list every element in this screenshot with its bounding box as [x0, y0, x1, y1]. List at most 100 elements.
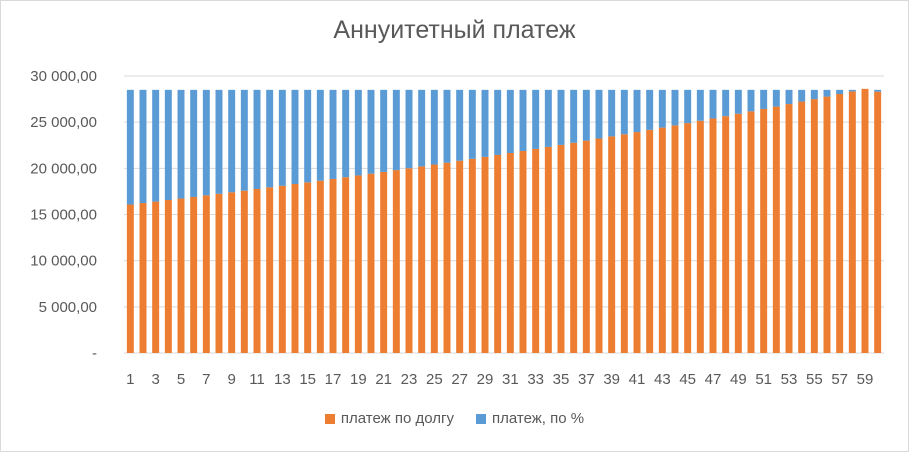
bar-debt — [861, 88, 869, 353]
bar-interest — [519, 89, 527, 151]
x-tick-label: 23 — [401, 371, 418, 388]
x-tick-label: 41 — [629, 371, 646, 388]
bar-interest — [582, 89, 590, 141]
y-tick-label: 10 000,00 — [30, 253, 97, 270]
bar-debt — [354, 175, 362, 353]
bar-debt — [278, 185, 286, 353]
bar-debt — [519, 150, 527, 353]
bar-debt — [633, 132, 641, 353]
bar-interest — [823, 89, 831, 97]
bar-interest — [722, 89, 730, 117]
x-tick-label: 35 — [553, 371, 570, 388]
x-tick-label: 59 — [857, 371, 874, 388]
bar-debt — [684, 123, 692, 353]
bar-debt — [316, 180, 324, 353]
y-tick-label: 20 000,00 — [30, 160, 97, 177]
bar-debt — [481, 156, 489, 353]
bar-interest — [329, 89, 337, 179]
legend-swatch-debt — [324, 413, 335, 424]
bar-debt — [836, 94, 844, 353]
bar-interest — [443, 89, 451, 163]
bar-debt — [177, 198, 185, 353]
bar-interest — [152, 89, 160, 202]
bar-interest — [190, 89, 198, 197]
bar-debt — [570, 142, 578, 353]
bar-interest — [848, 89, 856, 92]
bar-debt — [202, 195, 210, 353]
bar-interest — [304, 89, 312, 183]
x-tick-label: 27 — [451, 371, 468, 388]
bar-debt — [582, 140, 590, 353]
bar-debt — [646, 129, 654, 353]
x-tick-label: 55 — [806, 371, 823, 388]
bar-debt — [215, 193, 223, 353]
bar-interest — [481, 89, 489, 157]
bar-debt — [380, 171, 388, 353]
bar-debt — [126, 204, 134, 353]
bar-interest — [684, 89, 692, 124]
bar-debt — [342, 177, 350, 353]
bar-debt — [304, 182, 312, 353]
y-tick-label: 15 000,00 — [30, 207, 97, 224]
legend-label-interest: платеж, по % — [491, 410, 585, 427]
x-tick-label: 25 — [426, 371, 443, 388]
bar-debt — [164, 200, 172, 353]
bar-debt — [240, 190, 248, 353]
bar-debt — [823, 96, 831, 353]
x-tick-label: 11 — [249, 371, 265, 388]
bar-interest — [278, 89, 286, 186]
bar-interest — [570, 89, 578, 143]
x-tick-label: 51 — [755, 371, 772, 388]
bar-debt — [392, 170, 400, 353]
x-tick-label: 53 — [781, 371, 798, 388]
bar-debt — [418, 166, 426, 353]
bar-interest — [430, 89, 438, 165]
bar-debt — [494, 154, 502, 353]
bar-interest — [709, 89, 717, 119]
x-tick-label: 17 — [325, 371, 342, 388]
y-tick-label: 25 000,00 — [30, 114, 97, 131]
x-tick-label: 39 — [603, 371, 620, 388]
bar-debt — [329, 178, 337, 353]
legend-item-debt: платеж по долгу — [324, 410, 454, 427]
x-tick-label: 9 — [227, 371, 235, 388]
bar-interest — [544, 89, 552, 147]
bar-interest — [405, 89, 413, 169]
bar-interest — [291, 89, 299, 185]
chart-legend: платеж по долгу платеж, по % — [0, 410, 909, 427]
bar-debt — [266, 187, 274, 353]
bar-interest — [316, 89, 324, 181]
bar-interest — [506, 89, 514, 154]
bar-debt — [810, 99, 818, 353]
bar-debt — [696, 120, 704, 353]
bar-debt — [874, 91, 882, 354]
legend-item-interest: платеж, по % — [475, 410, 585, 427]
bar-debt — [772, 106, 780, 353]
bar-interest — [228, 89, 236, 193]
bar-debt — [747, 111, 755, 353]
x-tick-label: 19 — [350, 371, 367, 388]
bar-interest — [595, 89, 603, 139]
bar-debt — [139, 203, 147, 353]
bar-interest — [164, 89, 172, 201]
bar-debt — [190, 196, 198, 353]
bar-debt — [620, 134, 628, 353]
x-tick-label: 5 — [177, 371, 185, 388]
chart-title: Аннуитетный платеж — [333, 16, 576, 44]
bar-interest — [380, 89, 388, 172]
x-tick-label: 21 — [375, 371, 392, 388]
bar-debt — [760, 108, 768, 353]
bar-interest — [671, 89, 679, 126]
bar-interest — [798, 89, 806, 102]
x-tick-label: 43 — [654, 371, 671, 388]
x-tick-label: 3 — [151, 371, 159, 388]
bar-debt — [798, 101, 806, 354]
bar-interest — [266, 89, 274, 188]
bar-debt — [468, 158, 476, 353]
bar-interest — [342, 89, 350, 178]
bar-interest — [494, 89, 502, 155]
x-tick-label: 57 — [831, 371, 848, 388]
bar-debt — [734, 113, 742, 353]
x-tick-label: 47 — [705, 371, 722, 388]
